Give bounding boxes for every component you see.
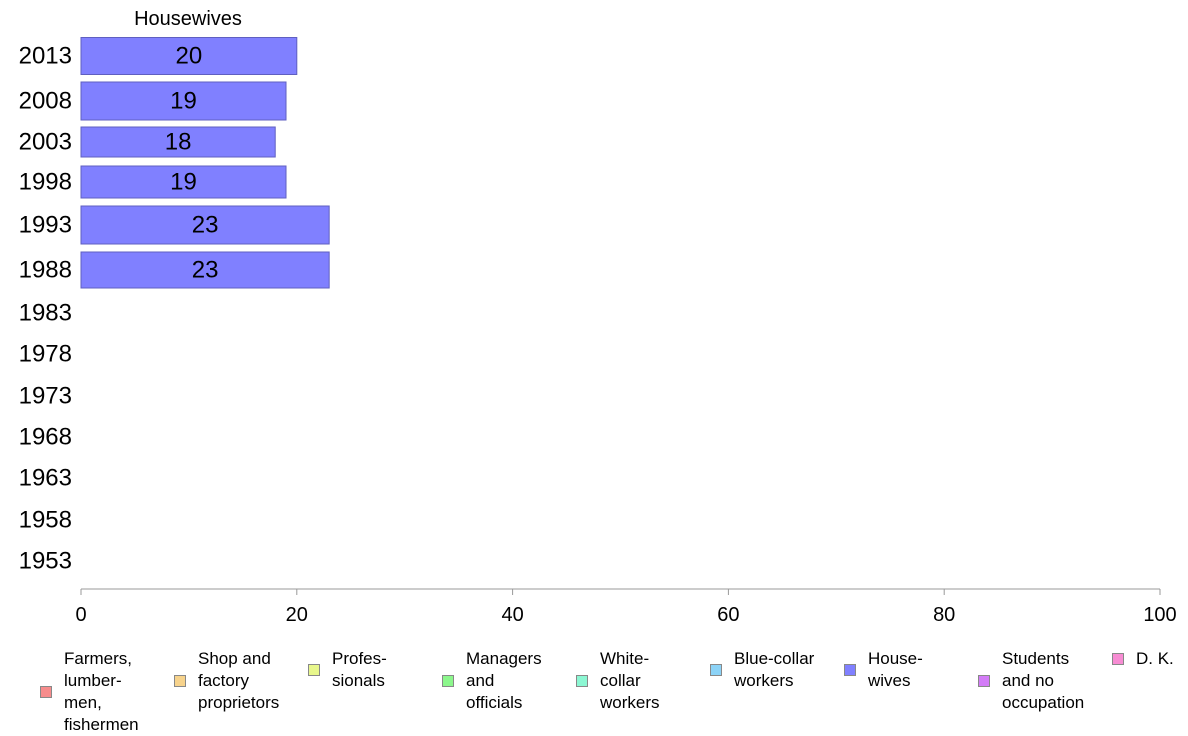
legend-swatch (576, 675, 588, 687)
y-axis-labels: 2013 2008 2003 1998 1993 1988 1983 1978 1973 1968… (19, 43, 72, 575)
x-tick-label: 80 (933, 604, 955, 626)
x-tick-label: 100 (1143, 604, 1176, 626)
y-tick-label: 1993 (19, 212, 72, 239)
chart-title: Housewives (134, 8, 242, 30)
y-tick-label: 1983 (19, 300, 72, 327)
legend-label: Blue-collar workers (734, 649, 815, 690)
legend-item: Managers and officials (442, 648, 542, 714)
legend-label: Students and no occupation (1002, 649, 1085, 712)
y-tick-label: 1963 (19, 465, 72, 492)
y-tick-label: 1953 (19, 548, 72, 575)
bar-value-label: 18 (165, 129, 192, 156)
legend-swatch (308, 664, 320, 676)
chart: 20 19 18 19 23 23 2013 2008 2003 1998 1993 1988 198… (19, 8, 1177, 626)
legend-label: Shop and factory proprietors (198, 649, 280, 712)
legend-item: Farmers, lumber- men, fishermen (40, 648, 139, 736)
legend-swatch (844, 664, 856, 676)
legend-swatch (710, 664, 722, 676)
bar (80, 37, 298, 75)
x-tick-label: 40 (501, 604, 523, 626)
bar (80, 126, 276, 158)
y-tick-label: 1968 (19, 424, 72, 451)
legend-label: Farmers, lumber- men, fishermen (64, 649, 139, 734)
legend-item: D. K. (1112, 648, 1174, 670)
bars-layer: 20 19 18 19 23 23 (80, 37, 330, 289)
legend-swatch (174, 675, 186, 687)
legend: Farmers, lumber- men, fishermen Shop and … (0, 640, 1188, 734)
bar-value-label: 20 (176, 43, 203, 70)
y-tick-label: 1988 (19, 257, 72, 284)
legend-item: Profes- sionals (308, 648, 387, 692)
y-tick-label: 1958 (19, 507, 72, 534)
bar (80, 165, 287, 199)
x-axis: 0 20 40 60 80 100 (75, 588, 1177, 626)
x-tick-label: 20 (286, 604, 308, 626)
legend-label: Profes- sionals (332, 649, 387, 690)
legend-label: White- collar workers (600, 649, 660, 712)
bar (80, 81, 287, 121)
bar-value-label: 23 (192, 212, 219, 239)
legend-item: Students and no occupation (978, 648, 1084, 714)
y-tick-label: 2003 (19, 129, 72, 156)
legend-swatch (442, 675, 454, 687)
bar (80, 251, 330, 289)
legend-item: Blue-collar workers (710, 648, 814, 692)
legend-item: Shop and factory proprietors (174, 648, 279, 714)
legend-label: House- wives (868, 649, 923, 690)
bar-value-label: 19 (170, 169, 197, 196)
legend-swatch (40, 686, 52, 698)
x-tick-label: 0 (75, 604, 86, 626)
legend-swatch (978, 675, 990, 687)
y-tick-label: 1973 (19, 383, 72, 410)
bar (80, 205, 330, 245)
bar-value-label: 23 (192, 257, 219, 284)
y-tick-label: 1978 (19, 341, 72, 368)
y-tick-label: 2008 (19, 88, 72, 115)
y-tick-label: 2013 (19, 43, 72, 70)
legend-item: White- collar workers (576, 648, 660, 714)
legend-label: D. K. (1136, 649, 1174, 668)
legend-label: Managers and officials (466, 649, 542, 712)
legend-item: House- wives (844, 648, 923, 692)
y-tick-label: 1998 (19, 169, 72, 196)
legend-swatch (1112, 653, 1124, 665)
bar-value-label: 19 (170, 88, 197, 115)
x-tick-label: 60 (717, 604, 739, 626)
